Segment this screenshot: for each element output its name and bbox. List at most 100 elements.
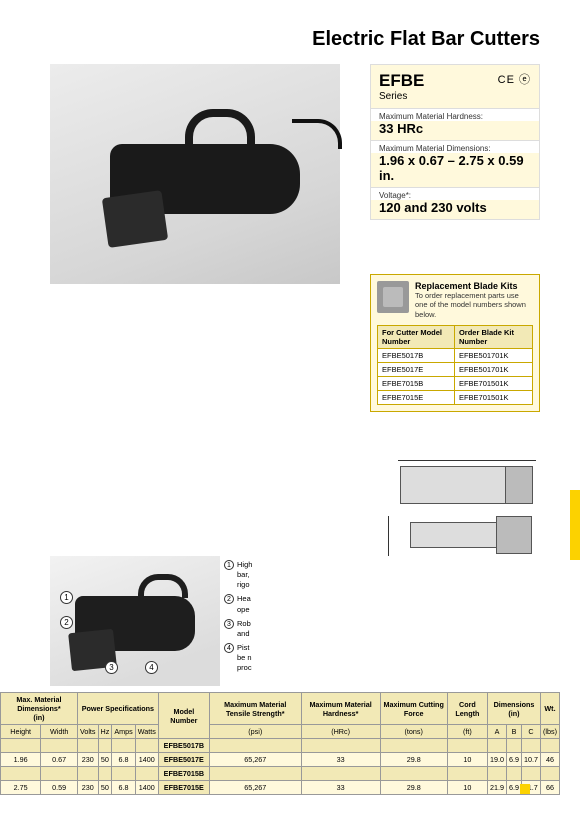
th: (tons) bbox=[380, 725, 447, 739]
table-cell: 10.7 bbox=[521, 753, 540, 767]
tool-cord bbox=[292, 119, 342, 149]
th: (psi) bbox=[209, 725, 301, 739]
feature-text: Pist be n proc bbox=[237, 643, 252, 673]
blade-title: Replacement Blade Kits bbox=[415, 281, 533, 291]
feature-item: 4Pist be n proc bbox=[224, 643, 252, 673]
table-cell bbox=[41, 739, 78, 753]
table-cell bbox=[209, 767, 301, 781]
table-cell: EFBE5017B bbox=[158, 739, 209, 753]
table-cell bbox=[209, 739, 301, 753]
table-cell: EFBE7015B bbox=[378, 377, 455, 391]
th: Maximum Material Tensile Strength* bbox=[209, 693, 301, 725]
table-cell bbox=[447, 767, 487, 781]
th: Width bbox=[41, 725, 78, 739]
table-cell bbox=[380, 767, 447, 781]
table-cell: EFBE5017E bbox=[158, 753, 209, 767]
th: Cord Length bbox=[447, 693, 487, 725]
table-cell: 50 bbox=[98, 753, 112, 767]
table-cell: 10 bbox=[447, 753, 487, 767]
callout-1: 1 bbox=[60, 591, 73, 604]
table-cell: 1.96 bbox=[1, 753, 41, 767]
footer-icon bbox=[520, 784, 530, 794]
feature-item: 3Rob and bbox=[224, 619, 252, 639]
table-cell: 29.8 bbox=[380, 753, 447, 767]
th: Hz bbox=[98, 725, 112, 739]
blade-header: Replacement Blade Kits To order replacem… bbox=[377, 281, 533, 319]
table-cell: 6.9 bbox=[506, 753, 521, 767]
table-cell bbox=[521, 739, 540, 753]
table-cell: 29.8 bbox=[380, 781, 447, 795]
table-cell: 33 bbox=[301, 781, 380, 795]
spec-label: Maximum Material Dimensions: bbox=[371, 141, 539, 153]
table-cell: EFBE701501K bbox=[454, 377, 532, 391]
table-cell: EFBE701501K bbox=[454, 391, 532, 405]
table-cell: 10 bbox=[447, 781, 487, 795]
table-cell: EFBE7015B bbox=[158, 767, 209, 781]
table-cell: 230 bbox=[77, 753, 98, 767]
th: Height bbox=[1, 725, 41, 739]
dim-line bbox=[398, 460, 536, 461]
spec-head: CE ⓔ EFBE Series bbox=[370, 64, 540, 109]
table-cell: 230 bbox=[77, 781, 98, 795]
table-cell bbox=[540, 767, 559, 781]
product-photo bbox=[50, 64, 340, 284]
feature-item: 1High bar, rigo bbox=[224, 560, 252, 590]
th: Amps bbox=[112, 725, 135, 739]
table-cell bbox=[447, 739, 487, 753]
table-cell: EFBE7015E bbox=[378, 391, 455, 405]
table-cell bbox=[98, 739, 112, 753]
th: Power Specifications bbox=[77, 693, 158, 725]
th: (HRc) bbox=[301, 725, 380, 739]
blade-col2: Order Blade Kit Number bbox=[454, 326, 532, 349]
table-cell bbox=[521, 767, 540, 781]
tool-handle bbox=[185, 109, 255, 144]
th: Dimensions(in) bbox=[487, 693, 540, 725]
table-cell: EFBE501701K bbox=[454, 349, 532, 363]
feature-item: 2Hea ope bbox=[224, 594, 252, 614]
table-cell bbox=[77, 739, 98, 753]
table-cell bbox=[506, 739, 521, 753]
blade-desc: To order replacement parts use one of th… bbox=[415, 291, 533, 319]
feature-text: High bar, rigo bbox=[237, 560, 252, 590]
table-cell: 33 bbox=[301, 753, 380, 767]
table-cell: 1400 bbox=[135, 781, 158, 795]
table-cell bbox=[1, 767, 41, 781]
diag-side bbox=[400, 466, 510, 504]
blade-table: For Cutter Model NumberOrder Blade Kit N… bbox=[377, 325, 533, 405]
table-cell bbox=[487, 767, 506, 781]
blade-icon bbox=[377, 281, 409, 313]
table-cell: EFBE5017B bbox=[378, 349, 455, 363]
spec-box: CE ⓔ EFBE Series Maximum Material Hardne… bbox=[370, 64, 540, 220]
table-cell: 6.8 bbox=[112, 753, 135, 767]
series-sub: Series bbox=[379, 91, 531, 102]
table-cell bbox=[135, 739, 158, 753]
th: Model Number bbox=[158, 693, 209, 739]
page-title: Electric Flat Bar Cutters bbox=[312, 28, 540, 51]
table-cell bbox=[112, 767, 135, 781]
table-cell: 66 bbox=[540, 781, 559, 795]
th: Max. Material Dimensions*(in) bbox=[1, 693, 78, 725]
tool-head bbox=[102, 190, 168, 248]
table-cell bbox=[41, 767, 78, 781]
spec-label: Voltage*: bbox=[371, 188, 539, 200]
table-cell bbox=[98, 767, 112, 781]
table-cell: 0.67 bbox=[41, 753, 78, 767]
th: Maximum Material Hardness* bbox=[301, 693, 380, 725]
th: A bbox=[487, 725, 506, 739]
table-cell bbox=[540, 739, 559, 753]
callout-2: 2 bbox=[60, 616, 73, 629]
table-cell: 1400 bbox=[135, 753, 158, 767]
spec-table: Max. Material Dimensions*(in) Power Spec… bbox=[0, 692, 560, 795]
spec-row: Voltage*: 120 and 230 volts bbox=[370, 188, 540, 220]
table-cell: 46 bbox=[540, 753, 559, 767]
table-cell: EFBE501701K bbox=[454, 363, 532, 377]
table-cell bbox=[301, 739, 380, 753]
diag-top-head bbox=[496, 516, 532, 554]
table-cell: 21.9 bbox=[487, 781, 506, 795]
table-cell: EFBE5017E bbox=[378, 363, 455, 377]
table-cell bbox=[1, 739, 41, 753]
th: Watts bbox=[135, 725, 158, 739]
spec-value: 33 HRc bbox=[371, 121, 539, 140]
dimension-diagram bbox=[370, 460, 540, 580]
diag-head bbox=[505, 466, 533, 504]
